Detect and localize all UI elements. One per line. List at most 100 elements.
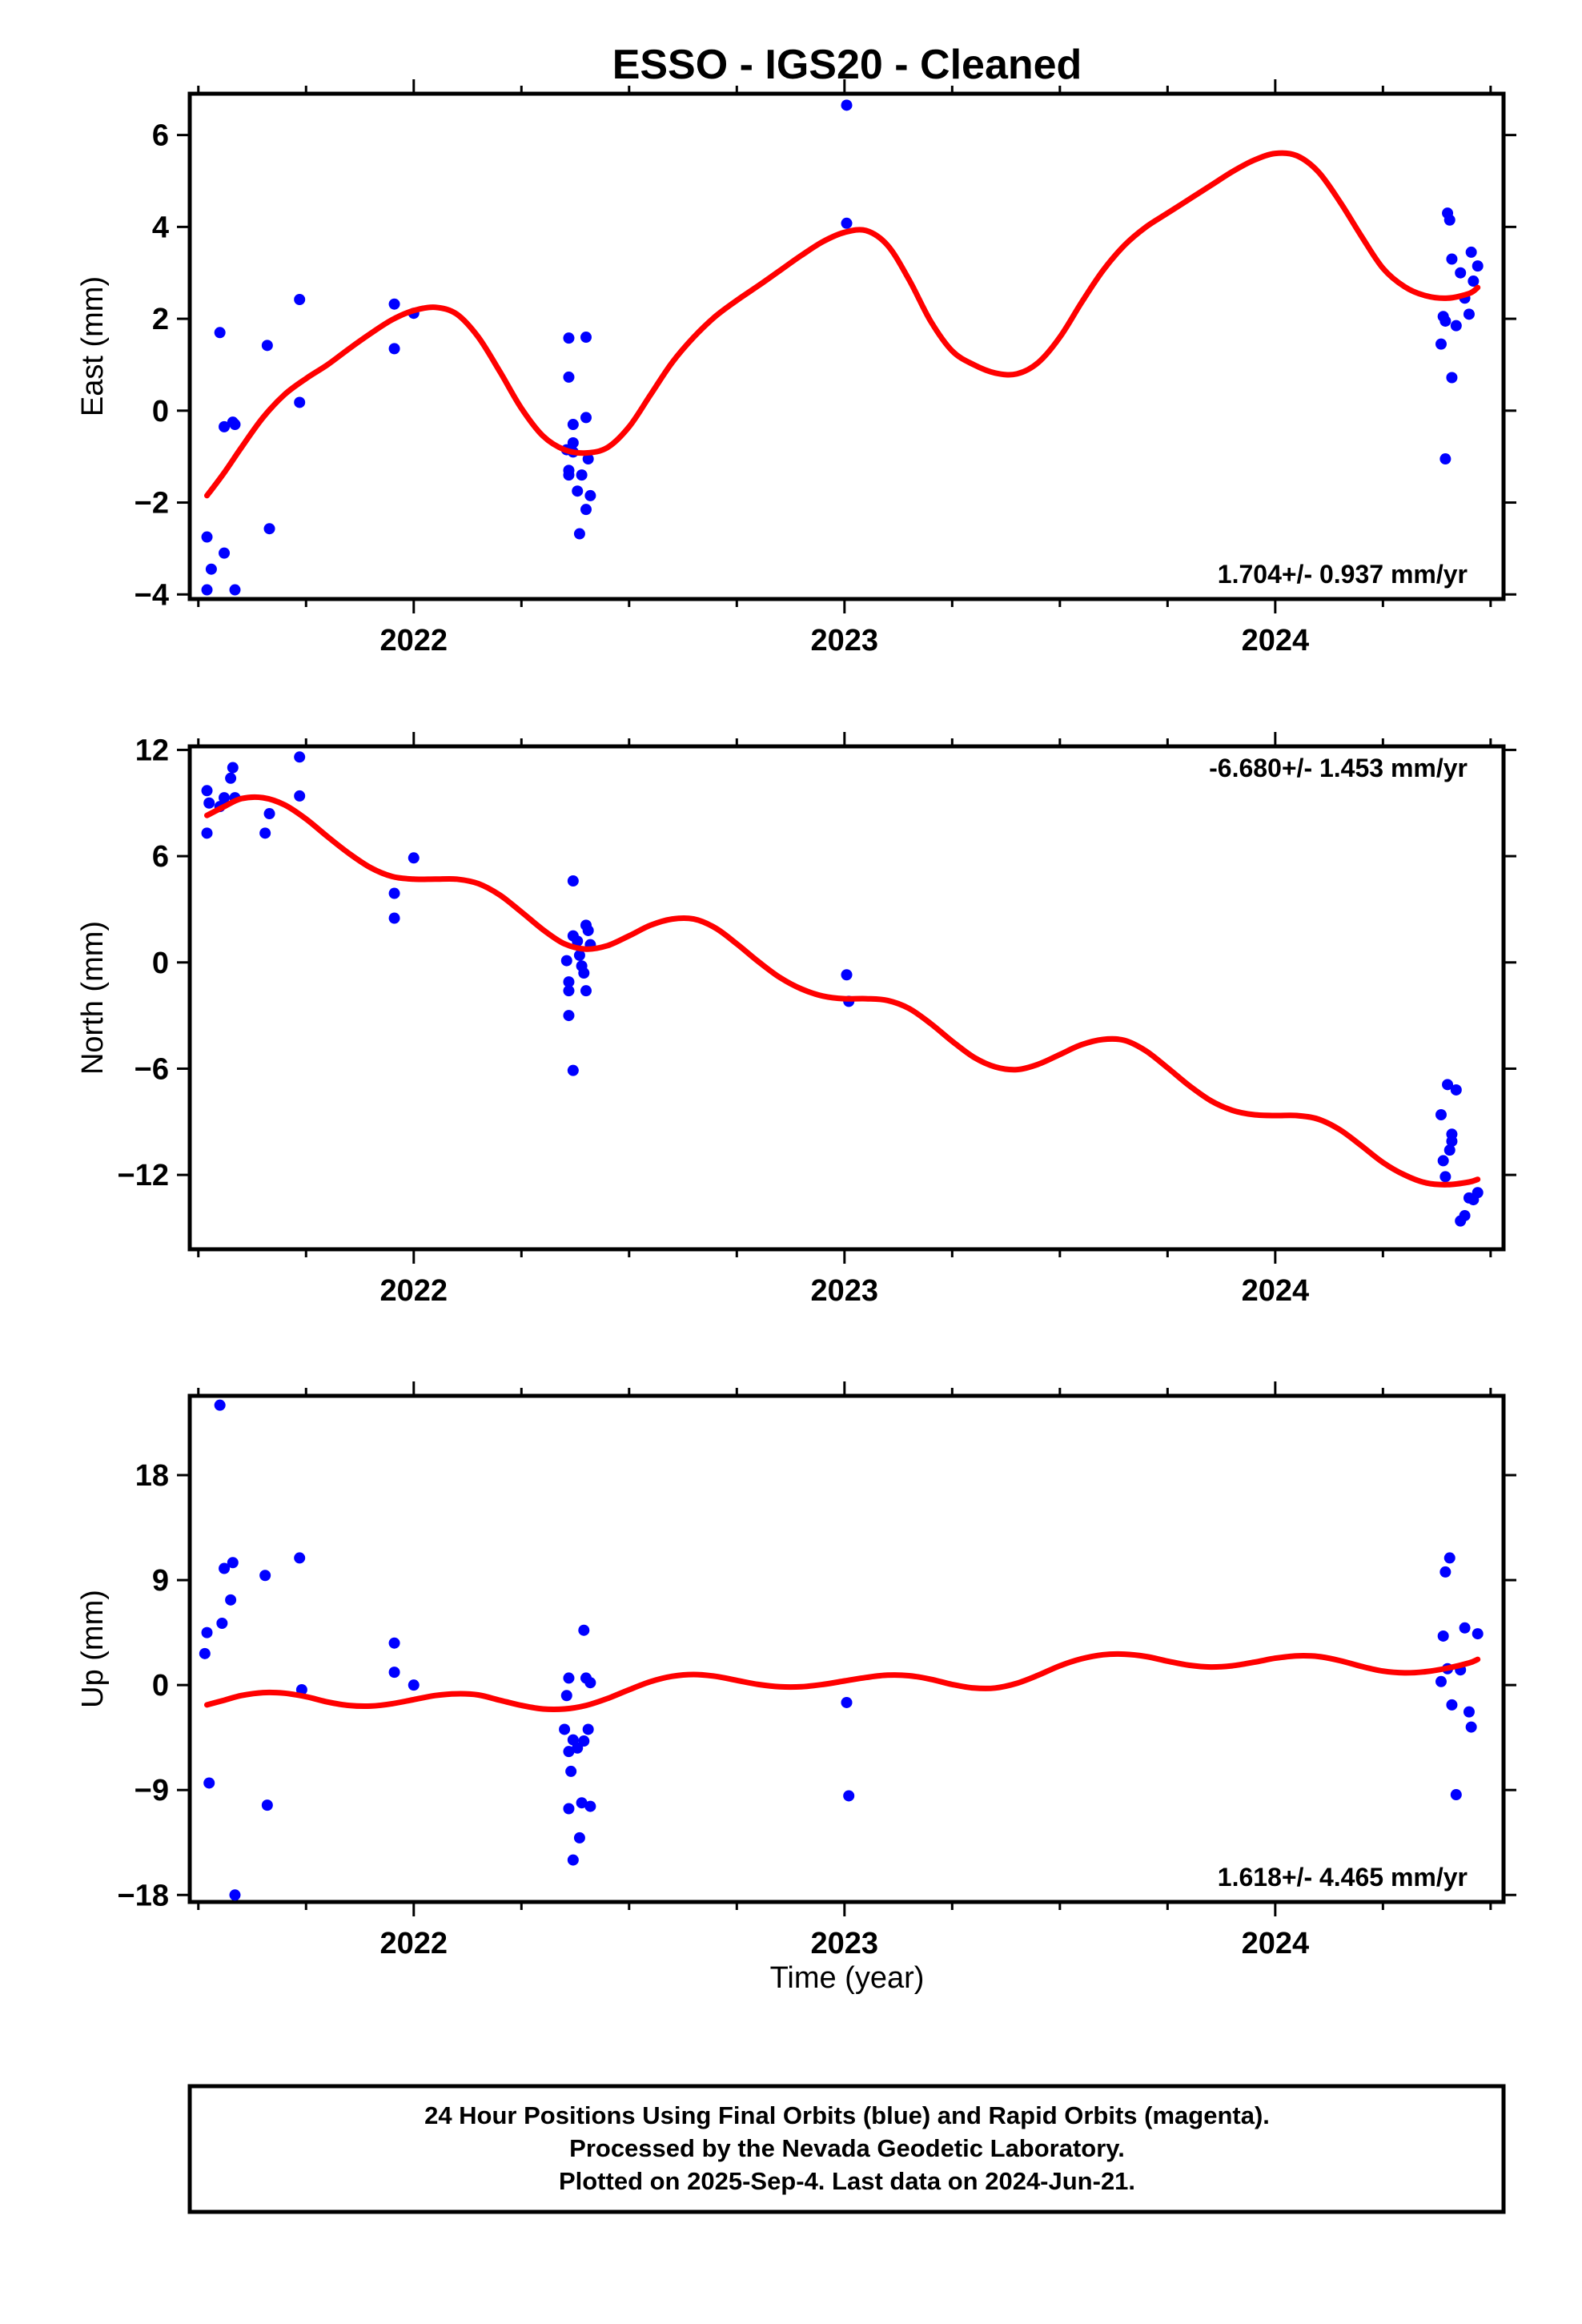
east-data-point bbox=[572, 485, 584, 497]
east-data-point bbox=[563, 371, 575, 383]
north-data-point bbox=[294, 790, 306, 802]
north-data-point bbox=[573, 949, 585, 961]
east-data-point bbox=[1435, 338, 1447, 350]
up-data-point bbox=[214, 1399, 226, 1411]
north-x-tick-label: 2022 bbox=[380, 1274, 448, 1308]
up-data-point bbox=[560, 1690, 572, 1702]
up-data-point bbox=[261, 1799, 273, 1811]
north-data-point bbox=[841, 969, 853, 981]
up-data-point bbox=[201, 1626, 213, 1638]
north-data-point bbox=[560, 955, 572, 967]
east-data-point bbox=[1455, 267, 1467, 279]
north-data-point bbox=[388, 912, 400, 924]
east-data-point bbox=[1446, 253, 1458, 265]
east-data-point bbox=[214, 327, 226, 339]
east-data-point bbox=[205, 563, 217, 575]
east-data-point bbox=[263, 523, 275, 535]
east-data-point bbox=[388, 298, 400, 310]
up-data-point bbox=[841, 1696, 853, 1708]
up-y-axis-title: Up (mm) bbox=[76, 1590, 110, 1708]
up-data-point bbox=[225, 1594, 237, 1606]
up-data-point bbox=[563, 1672, 575, 1684]
x-axis-title: Time (year) bbox=[770, 1961, 925, 1995]
up-fit-curve bbox=[204, 1651, 1481, 1713]
north-x-tick-label: 2024 bbox=[1242, 1274, 1310, 1308]
footer-frame bbox=[187, 2084, 1506, 2214]
up-data-point bbox=[1450, 1789, 1462, 1801]
north-data-point bbox=[203, 797, 215, 809]
east-y-tick-label: 0 bbox=[152, 395, 169, 428]
east-data-point bbox=[841, 217, 853, 229]
north-data-point bbox=[219, 792, 231, 804]
up-data-point bbox=[229, 1889, 241, 1901]
north-data-point bbox=[563, 976, 575, 988]
up-x-tick-label: 2023 bbox=[811, 1927, 879, 1960]
up-data-point bbox=[576, 1797, 588, 1809]
north-data-point bbox=[567, 1064, 579, 1076]
up-data-point bbox=[294, 1552, 306, 1564]
north-data-point bbox=[408, 852, 420, 864]
east-x-tick-label: 2023 bbox=[811, 624, 879, 657]
north-y-axis-title: North (mm) bbox=[76, 921, 110, 1075]
north-data-point bbox=[1435, 1108, 1447, 1120]
north-data-point bbox=[1459, 1209, 1471, 1221]
north-data-point bbox=[1437, 1155, 1449, 1167]
footer-line-1: 24 Hour Positions Using Final Orbits (bl… bbox=[424, 2101, 1270, 2129]
east-rate-label: 1.704+/- 0.937 mm/yr bbox=[1218, 560, 1468, 589]
east-data-point bbox=[582, 453, 594, 465]
up-data-point bbox=[408, 1679, 420, 1691]
east-data-point bbox=[294, 396, 306, 408]
up-data-point bbox=[1435, 1675, 1447, 1687]
north-data-point bbox=[1439, 1171, 1452, 1183]
north-data-point bbox=[201, 785, 213, 797]
footer-box: 24 Hour Positions Using Final Orbits (bl… bbox=[187, 2084, 1506, 2214]
up-data-point bbox=[578, 1735, 590, 1747]
up-points bbox=[199, 1399, 1484, 1901]
north-plot-frame bbox=[187, 744, 1506, 1252]
up-data-point bbox=[1472, 1628, 1484, 1640]
east-y-tick-label: −4 bbox=[135, 578, 169, 612]
north-data-point bbox=[1442, 1079, 1454, 1091]
up-data-point bbox=[219, 1562, 231, 1574]
up-data-point bbox=[565, 1765, 577, 1777]
east-data-point bbox=[294, 293, 306, 305]
up-x-tick-label: 2024 bbox=[1242, 1927, 1310, 1960]
east-data-point bbox=[1443, 214, 1456, 226]
footer-line-2: Processed by the Nevada Geodetic Laborat… bbox=[569, 2134, 1125, 2162]
up-data-point bbox=[563, 1746, 575, 1758]
east-data-point bbox=[576, 469, 588, 481]
east-data-point bbox=[1468, 275, 1480, 287]
north-data-point bbox=[259, 827, 271, 839]
north-y-tick-label: 6 bbox=[152, 840, 169, 874]
up-data-point bbox=[584, 1800, 596, 1812]
east-data-point bbox=[261, 340, 273, 352]
north-rate-label: -6.680+/- 1.453 mm/yr bbox=[1209, 754, 1468, 782]
up-data-point bbox=[203, 1777, 215, 1789]
up-data-point bbox=[1443, 1552, 1456, 1564]
east-y-axis-title: East (mm) bbox=[76, 276, 110, 416]
north-data-point bbox=[1443, 1144, 1456, 1156]
north-data-point bbox=[580, 985, 592, 997]
east-data-point bbox=[219, 547, 231, 559]
up-data-point bbox=[199, 1647, 211, 1659]
north-data-point bbox=[225, 772, 237, 784]
up-rate-label: 1.618+/- 4.465 mm/yr bbox=[1218, 1863, 1468, 1892]
north-data-point bbox=[563, 985, 575, 997]
north-data-point bbox=[1446, 1128, 1458, 1140]
north-data-point bbox=[263, 808, 275, 820]
north-data-point bbox=[1450, 1084, 1462, 1096]
north-y-tick-label: 0 bbox=[152, 947, 169, 980]
up-x-tick-label: 2022 bbox=[380, 1927, 448, 1960]
east-data-point bbox=[841, 99, 853, 111]
up-data-point bbox=[1463, 1706, 1475, 1718]
east-x-tick-label: 2024 bbox=[1242, 624, 1310, 657]
up-y-tick-label: −9 bbox=[135, 1774, 169, 1807]
up-data-point bbox=[1439, 1566, 1452, 1578]
north-data-point bbox=[201, 827, 213, 839]
up-data-point bbox=[582, 1723, 594, 1735]
north-data-point bbox=[578, 967, 590, 979]
up-data-point bbox=[227, 1557, 239, 1569]
up-panel: 2022 2023 2024 −18 −9 0 9 18 Up (mm) 1.618+/- 4.4… bbox=[76, 1381, 1516, 1960]
